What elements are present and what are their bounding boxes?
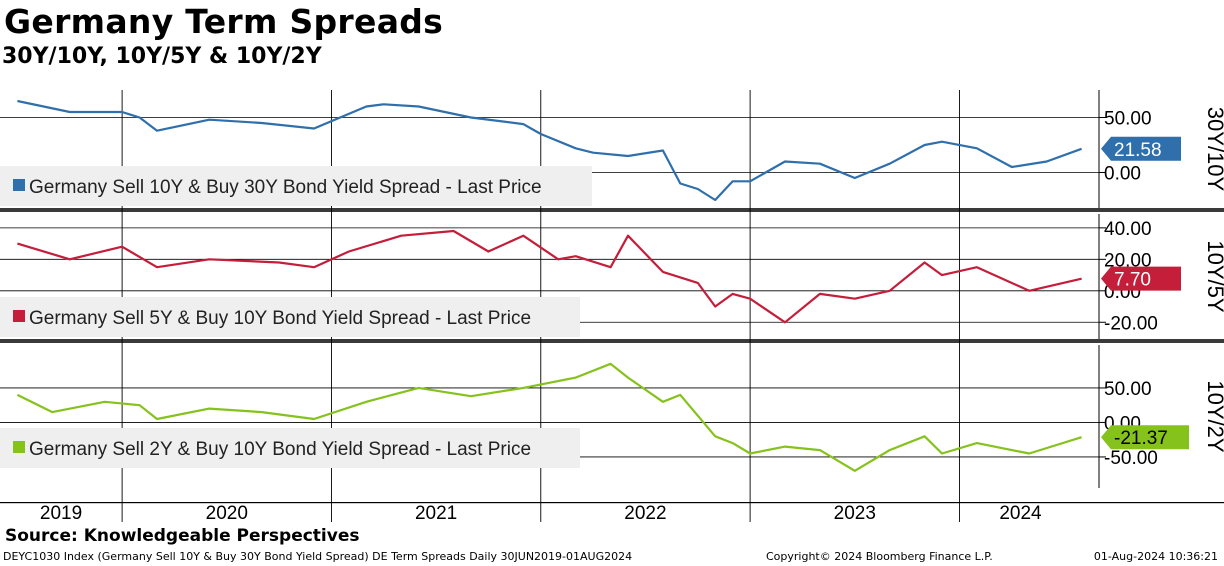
legend-swatch bbox=[13, 179, 25, 191]
last-value-tag bbox=[1101, 425, 1189, 450]
legend-label: Germany Sell 10Y & Buy 30Y Bond Yield Sp… bbox=[29, 177, 542, 198]
last-value-tag bbox=[1101, 266, 1181, 291]
y-tick-label: 50.00 bbox=[1104, 109, 1152, 130]
y-tick-label: 50.00 bbox=[1104, 379, 1152, 400]
series-line bbox=[17, 99, 1082, 202]
last-value-label: 21.58 bbox=[1114, 140, 1162, 161]
x-tick-label: 2022 bbox=[624, 503, 666, 524]
panel-label: 10Y/5Y bbox=[1203, 240, 1224, 312]
y-tick-label: -20.00 bbox=[1104, 313, 1158, 334]
last-value-tag bbox=[1101, 136, 1181, 161]
x-tick-label: 2020 bbox=[206, 503, 248, 524]
x-tick-label: 2024 bbox=[999, 503, 1042, 524]
panel-divider bbox=[0, 208, 1224, 212]
last-value-label: 7.70 bbox=[1114, 270, 1151, 291]
legend-swatch bbox=[13, 441, 25, 453]
source-note: Source: Knowledgeable Perspectives bbox=[5, 526, 360, 546]
x-axis-baseline bbox=[0, 502, 1224, 504]
chart-subtitle: 30Y/10Y, 10Y/5Y & 10Y/2Y bbox=[2, 44, 322, 69]
panel-label: 10Y/2Y bbox=[1203, 380, 1224, 452]
legend-box bbox=[0, 166, 592, 206]
legend-label: Germany Sell 2Y & Buy 10Y Bond Yield Spr… bbox=[29, 439, 531, 460]
legend-box bbox=[0, 428, 580, 468]
y-tick-label: 20.00 bbox=[1104, 250, 1152, 271]
panel-divider bbox=[0, 339, 1224, 343]
series-line bbox=[16, 362, 1082, 472]
last-value-label: -21.37 bbox=[1114, 428, 1168, 449]
footer-timestamp: 01-Aug-2024 10:36:21 bbox=[1093, 550, 1218, 563]
y-tick-label: -50.00 bbox=[1104, 448, 1158, 469]
footer-copyright: Copyright© 2024 Bloomberg Finance L.P. bbox=[766, 550, 993, 563]
y-tick-label: 0.00 bbox=[1104, 164, 1141, 185]
chart-title: Germany Term Spreads bbox=[4, 2, 444, 41]
footer-ticker-description: DEYC1030 Index (Germany Sell 10Y & Buy 3… bbox=[3, 550, 633, 563]
x-tick-label: 2021 bbox=[415, 503, 457, 524]
legend-label: Germany Sell 5Y & Buy 10Y Bond Yield Spr… bbox=[29, 308, 531, 329]
y-tick-label: 40.00 bbox=[1104, 219, 1152, 240]
series-line bbox=[17, 229, 1082, 324]
panel-label: 30Y/10Y bbox=[1203, 107, 1224, 192]
legend-swatch bbox=[13, 310, 25, 322]
x-tick-label: 2023 bbox=[834, 503, 876, 524]
legend-box bbox=[0, 297, 580, 337]
x-tick-label: 2019 bbox=[40, 503, 82, 524]
